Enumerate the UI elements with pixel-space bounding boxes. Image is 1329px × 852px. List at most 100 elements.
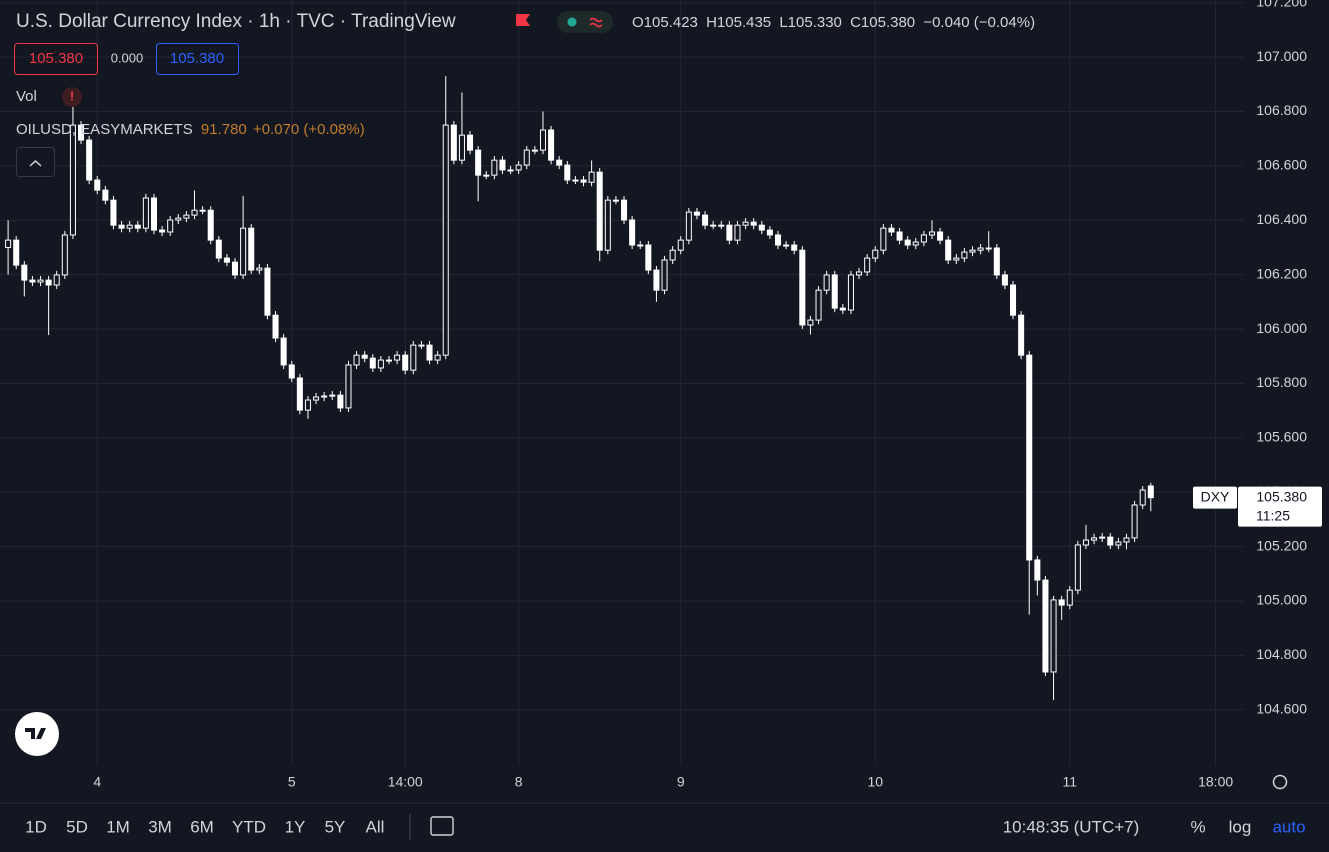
y-tick-label: 106.800 (1256, 102, 1307, 118)
candle-body (53, 274, 60, 286)
x-tick-label: 10 (867, 774, 883, 790)
candle-body (150, 197, 157, 231)
candle-body (1123, 537, 1130, 543)
date-range-icon[interactable] (430, 816, 454, 836)
candle-body (604, 199, 611, 251)
candle-body (248, 227, 255, 271)
candle-body (475, 149, 482, 176)
clock[interactable]: 10:48:35 (UTC+7) (1003, 817, 1140, 836)
compare-price: 91.780 (201, 121, 247, 138)
range-button[interactable]: 1Y (285, 817, 306, 836)
candle-body (629, 219, 636, 246)
buy-box[interactable] (156, 43, 239, 75)
y-tick-label: 104.800 (1256, 646, 1307, 662)
candle-body (345, 364, 352, 409)
candle-body (791, 244, 798, 251)
flag-icon (516, 14, 530, 26)
candle-body (256, 267, 263, 271)
chart-title: U.S. Dollar Currency Index · 1h · TVC · … (16, 11, 456, 32)
candle-body (385, 359, 393, 362)
logo[interactable] (15, 712, 59, 756)
market-open-dot (567, 17, 577, 27)
candle-body (669, 249, 676, 261)
range-button[interactable]: 1D (25, 817, 47, 836)
y-tick-label: 107.200 (1256, 0, 1307, 9)
range-button[interactable]: All (366, 817, 385, 836)
candle-body (1001, 274, 1008, 286)
candle-body (199, 209, 206, 212)
candle-body (645, 244, 652, 271)
candle-body (880, 227, 887, 251)
candle-body (37, 279, 44, 283)
range-button[interactable]: 5Y (325, 817, 346, 836)
ohlc-value: 105.380 (861, 14, 915, 31)
candle-body (426, 344, 433, 361)
candle-body (1026, 354, 1033, 561)
candle-body (442, 124, 449, 356)
scale-option[interactable]: auto (1272, 817, 1305, 836)
candle-body (580, 179, 587, 183)
candle-body (1115, 541, 1122, 546)
candle-body (1131, 504, 1138, 539)
candle-body (1018, 314, 1025, 356)
candle-body (167, 219, 174, 233)
candle-body (288, 364, 295, 379)
candle-body (483, 174, 490, 177)
range-button[interactable]: 5D (66, 817, 88, 836)
sell-price: 105.380 (29, 50, 83, 67)
candle-body (175, 217, 182, 221)
candle-body (191, 209, 198, 216)
scale-option[interactable]: % (1190, 817, 1205, 836)
candle-body (321, 395, 328, 398)
x-tick-label: 11 (1062, 774, 1077, 790)
candle-body (183, 214, 190, 219)
candle-body (329, 394, 336, 397)
sell-box[interactable] (14, 43, 98, 75)
candle-body (1050, 599, 1057, 673)
status-pill[interactable] (557, 11, 613, 33)
compare-legend: OILUSD, EASYMARKETS 91.780 +0.070 (+0.08… (16, 121, 365, 138)
settings-icon[interactable] (1272, 774, 1288, 790)
candle-body (69, 124, 76, 236)
candle-body (13, 239, 20, 266)
candle-body (937, 231, 944, 241)
candle-body (1107, 536, 1114, 546)
candle-body (856, 271, 863, 276)
range-button[interactable]: 1M (106, 817, 130, 836)
buy-price: 105.380 (170, 50, 224, 67)
candle-body (142, 197, 149, 229)
candle-body (710, 224, 717, 227)
x-tick-label: 14:00 (388, 774, 423, 790)
candle-body (110, 199, 117, 226)
candle-body (864, 257, 871, 273)
candle-body (78, 124, 85, 141)
y-tick-label: 106.400 (1256, 211, 1307, 227)
candle-body (207, 209, 214, 241)
ohlc-value: 105.330 (788, 14, 842, 31)
candle-body (499, 159, 506, 171)
candle-body (5, 239, 12, 248)
candle-body (353, 354, 360, 366)
candle-body (872, 249, 879, 259)
warning-icon[interactable] (62, 87, 82, 107)
candle-body (313, 396, 320, 401)
candle-body (572, 179, 579, 182)
range-button[interactable]: 6M (190, 817, 214, 836)
candle-body (102, 189, 109, 201)
candle-body (458, 134, 465, 161)
candle-body (29, 279, 36, 283)
x-tick-label: 4 (93, 774, 101, 790)
candle-body (45, 279, 52, 286)
ohlc-label: O (632, 14, 644, 31)
range-button[interactable]: YTD (232, 817, 266, 836)
candle-body (1010, 284, 1017, 316)
candle-body (928, 231, 935, 236)
candle-body (904, 239, 911, 246)
candle-body (272, 314, 279, 339)
volume-label: Vol (16, 88, 37, 105)
scale-option[interactable]: log (1229, 817, 1252, 836)
range-button[interactable]: 3M (148, 817, 172, 836)
candle-body (839, 307, 846, 311)
candle-body (702, 214, 709, 226)
